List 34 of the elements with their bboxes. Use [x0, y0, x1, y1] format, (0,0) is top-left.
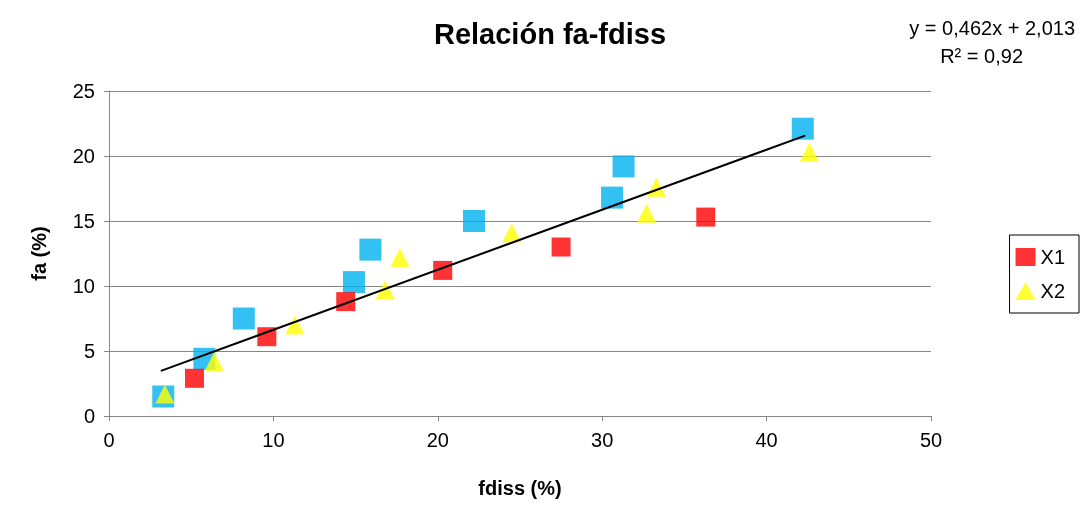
x-tick-label: 0 [103, 429, 115, 451]
point [601, 186, 624, 209]
x-tick-label: 10 [262, 429, 285, 451]
point [612, 155, 635, 178]
x-tick-label: 20 [426, 429, 449, 451]
point [204, 351, 224, 371]
x-axis-title: fdiss (%) [478, 477, 562, 499]
point [232, 307, 255, 330]
x-tick-label: 50 [919, 429, 943, 451]
point [342, 271, 365, 294]
point [359, 238, 382, 261]
point [184, 368, 204, 388]
point [791, 117, 814, 140]
point [551, 237, 571, 257]
y-tick-label: 15 [72, 210, 95, 232]
y-tick-label: 0 [83, 405, 95, 427]
point [390, 247, 410, 267]
x-tick-label: 40 [755, 429, 778, 451]
point [637, 203, 657, 223]
legend-label: X2 [1040, 280, 1066, 302]
point [696, 207, 716, 227]
x-tick-label: 30 [591, 429, 614, 451]
text: y = 0,462x + 2,013 [909, 17, 1075, 39]
point [462, 210, 485, 232]
y-tick-label: 25 [72, 80, 95, 102]
chart-title: Relación fa-fdiss [433, 17, 667, 50]
y-tick-label: 5 [83, 340, 95, 362]
y-axis-title: fa (%) [28, 226, 50, 281]
point [285, 315, 305, 335]
point [799, 142, 819, 162]
y-tick-label: 10 [72, 275, 95, 297]
y-tick-label: 20 [72, 145, 95, 167]
legend-label: X1 [1040, 246, 1066, 268]
text: R² = 0,92 [940, 45, 1024, 67]
